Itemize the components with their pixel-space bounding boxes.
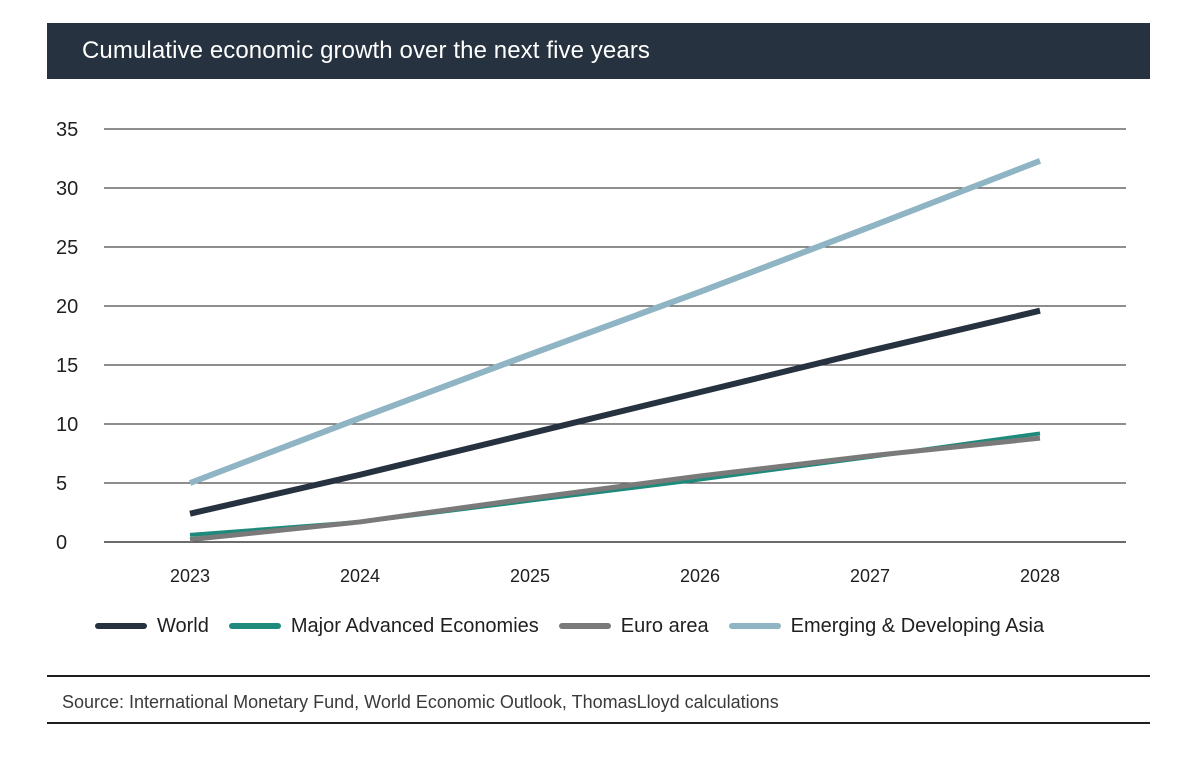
series-lines xyxy=(188,158,1042,543)
legend-item: Euro area xyxy=(558,614,709,638)
legend-label: World xyxy=(157,614,209,637)
legend-label: Emerging & Developing Asia xyxy=(790,614,1045,637)
legend-item: World xyxy=(95,615,209,638)
y-tick-label: 10 xyxy=(56,414,78,436)
legend-item: Emerging & Developing Asia xyxy=(728,614,1045,638)
x-tick-label: 2028 xyxy=(1020,566,1060,586)
y-tick-label: 5 xyxy=(56,473,67,495)
grid-lines xyxy=(104,128,1126,543)
x-tick-label: 2023 xyxy=(170,566,210,586)
legend-swatch xyxy=(728,623,781,629)
legend-label: Major Advanced Economies xyxy=(290,614,539,637)
legend-swatch xyxy=(558,623,611,629)
chart-title: Cumulative economic growth over the next… xyxy=(82,37,651,64)
x-tick-label: 2024 xyxy=(340,566,380,586)
footer-top-rule xyxy=(47,675,1150,677)
legend-swatch xyxy=(95,623,147,629)
legend: World Major Advanced Economies Euro area Em… xyxy=(95,612,1064,640)
series-line-world xyxy=(189,307,1041,517)
y-tick-label: 0 xyxy=(56,532,67,554)
y-tick-label: 25 xyxy=(56,237,78,259)
source-note: Source: International Monetary Fund, Wor… xyxy=(62,692,779,712)
x-tick-label: 2027 xyxy=(850,566,890,586)
y-tick-label: 20 xyxy=(56,296,78,318)
y-axis-tick-labels: 0 5 10 15 20 25 30 35 xyxy=(56,119,78,554)
y-tick-label: 30 xyxy=(56,178,78,200)
x-tick-label: 2025 xyxy=(510,566,550,586)
y-tick-label: 15 xyxy=(56,355,78,377)
footer-bottom-rule xyxy=(47,722,1150,724)
chart-title-bar: Cumulative economic growth over the next… xyxy=(47,23,1150,79)
series-line-emerging-developing-asia xyxy=(188,158,1042,486)
legend-swatch xyxy=(228,623,281,629)
x-tick-label: 2026 xyxy=(680,566,720,586)
legend-item: Major Advanced Economies xyxy=(228,614,539,638)
legend-label: Euro area xyxy=(620,614,709,637)
x-axis-tick-labels: 2023 2024 2025 2026 2027 2028 xyxy=(170,566,1060,586)
series-line-euro-area xyxy=(189,435,1041,543)
y-tick-label: 35 xyxy=(56,119,78,141)
